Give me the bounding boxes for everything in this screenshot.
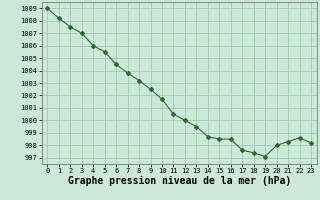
X-axis label: Graphe pression niveau de la mer (hPa): Graphe pression niveau de la mer (hPa) bbox=[68, 176, 291, 186]
